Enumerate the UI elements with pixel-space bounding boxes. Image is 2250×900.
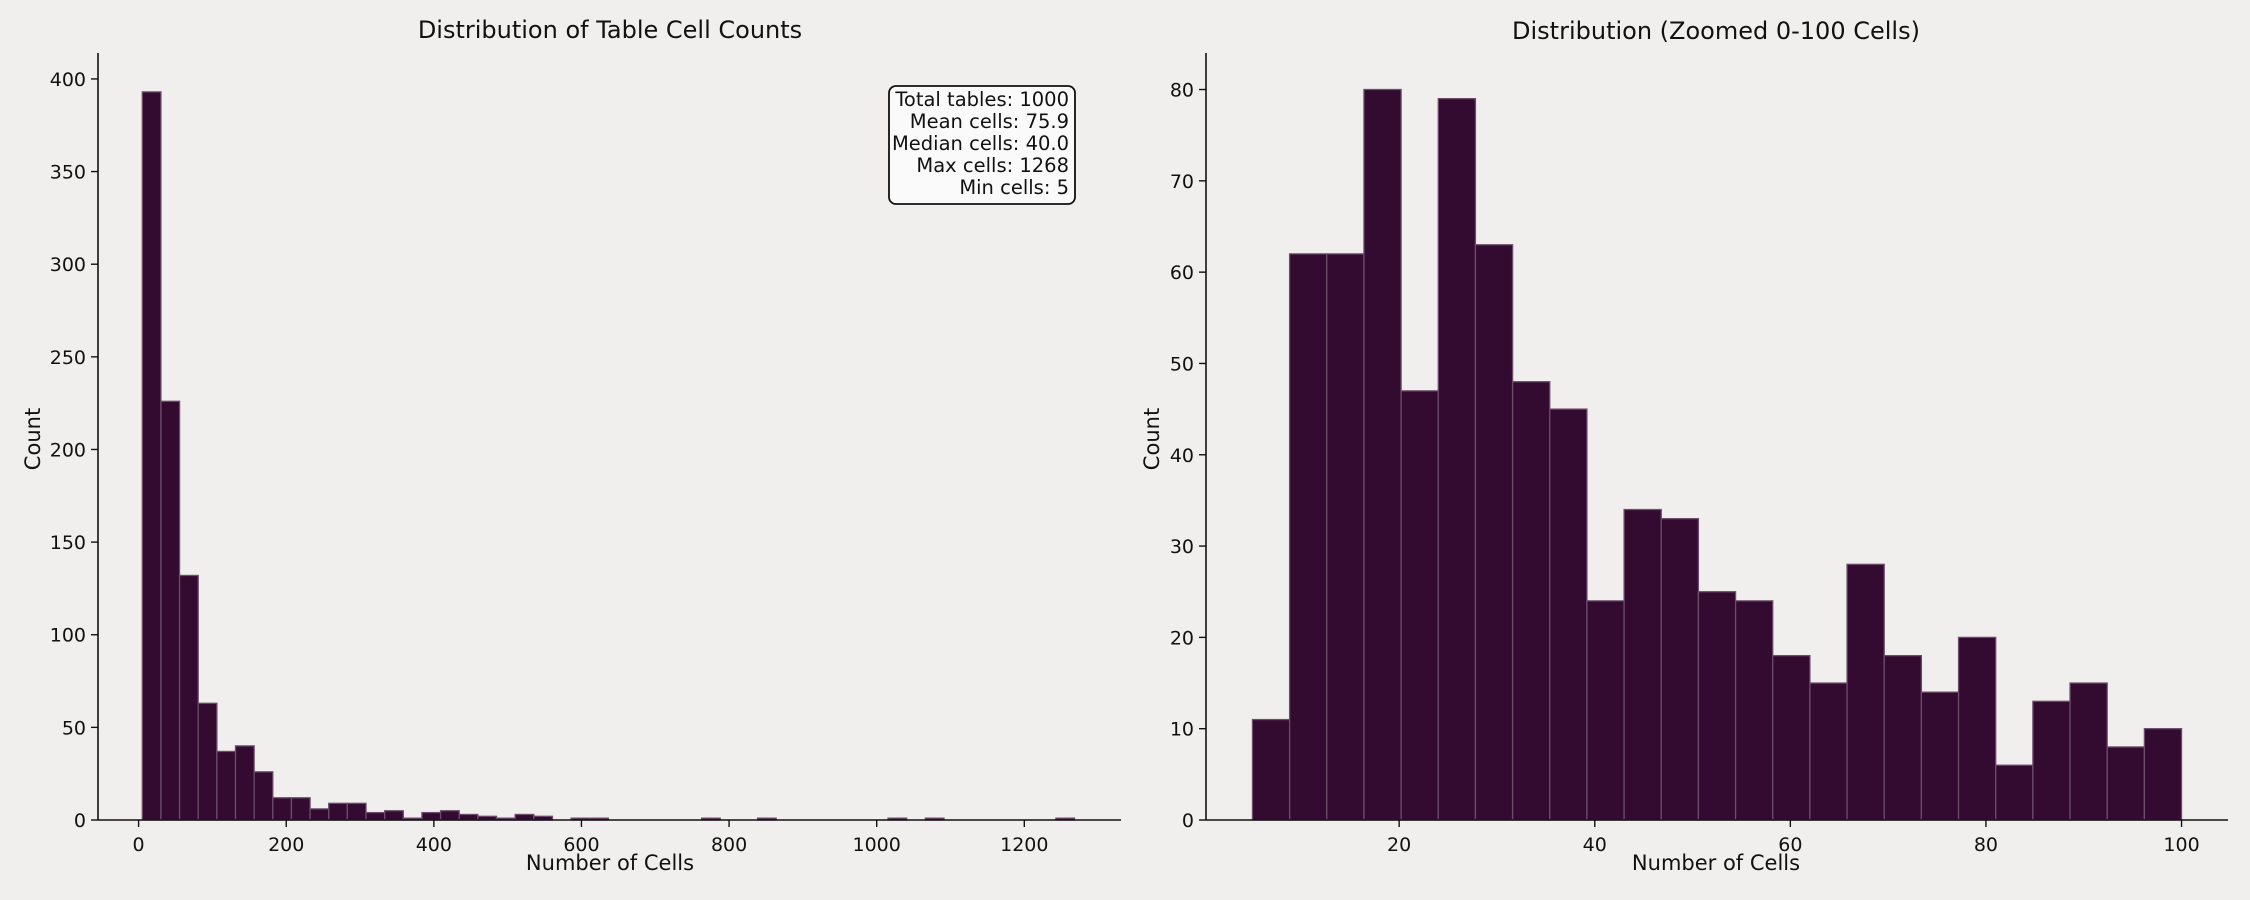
y-tick-label: 0	[1182, 810, 1194, 832]
stats-max-cells: Max cells: 1268	[916, 154, 1069, 177]
histogram-bar	[458, 813, 479, 821]
histogram-bar	[178, 574, 199, 821]
histogram-bar	[1549, 408, 1588, 821]
histogram-bar	[346, 802, 367, 821]
histogram-bar	[160, 400, 181, 821]
stats-median-cells: Median cells: 40.0	[892, 132, 1069, 155]
chart-zoomed-cell-counts: Distribution (Zoomed 0-100 Cells) Number…	[1140, 17, 2228, 875]
histogram-bar	[1623, 508, 1662, 821]
x-tick-label: 400	[416, 834, 452, 856]
bars	[141, 91, 1076, 821]
y-tick-label: 100	[50, 625, 86, 647]
chart-title: Distribution (Zoomed 0-100 Cells)	[1512, 17, 1920, 45]
histogram-bar	[197, 702, 218, 821]
y-tick-label: 250	[50, 347, 86, 369]
y-tick-label: 350	[50, 162, 86, 184]
y-tick-label: 300	[50, 254, 86, 276]
histogram-bar	[1511, 381, 1551, 821]
histogram-bar	[365, 811, 386, 821]
y-tick-label: 200	[50, 439, 86, 461]
y-tick-label: 400	[50, 69, 86, 91]
histogram-bar	[253, 771, 274, 821]
histogram-bar	[1586, 600, 1625, 821]
x-tick-label: 0	[133, 834, 145, 856]
stats-min-cells: Min cells: 5	[959, 176, 1069, 199]
histogram-bar	[1883, 654, 1923, 821]
histogram-bar	[1809, 682, 1848, 821]
histogram-bar	[1437, 98, 1477, 821]
chart-title: Distribution of Table Cell Counts	[418, 16, 802, 44]
histogram-bar	[272, 797, 293, 821]
histogram-bar	[2143, 728, 2183, 821]
histogram-bar	[1326, 253, 1365, 821]
x-tick-label: 1000	[853, 834, 901, 856]
histogram-bar	[216, 750, 237, 821]
chart-cell-counts: Distribution of Table Cell Counts Number…	[21, 16, 1121, 875]
y-tick-label: 40	[1170, 445, 1194, 467]
y-tick-label: 20	[1170, 627, 1194, 649]
stats-box-frame	[888, 85, 1076, 205]
histogram-bar	[1920, 691, 1960, 821]
histogram-bar	[2106, 746, 2146, 821]
histogram-bar	[2032, 700, 2071, 821]
y-tick-label: 70	[1170, 171, 1194, 193]
y-ticks: 0 50 100 150 200 250 300 350 400	[50, 69, 98, 832]
x-axis-label: Number of Cells	[526, 851, 694, 875]
y-axis-label: Count	[21, 408, 45, 470]
x-tick-label: 80	[1974, 834, 1998, 856]
x-tick-label: 60	[1778, 834, 1802, 856]
histogram-bar	[1400, 390, 1439, 821]
histogram-bar	[1734, 600, 1774, 821]
histogram-bar	[421, 811, 442, 821]
y-tick-label: 50	[1170, 353, 1194, 375]
histogram-bar	[439, 810, 460, 821]
x-axis-label: Number of Cells	[1632, 851, 1800, 875]
y-axis-label: Count	[1140, 408, 1164, 470]
histogram-bar	[328, 802, 349, 821]
histogram-bar	[1363, 88, 1402, 821]
x-tick-label: 600	[563, 834, 599, 856]
histogram-bar	[1846, 563, 1885, 821]
y-tick-label: 30	[1170, 536, 1194, 558]
histogram-bar	[2069, 682, 2108, 821]
stats-mean-cells: Mean cells: 75.9	[910, 110, 1069, 133]
histogram-bar	[1995, 764, 2034, 821]
y-tick-label: 10	[1170, 719, 1194, 741]
histogram-bar	[1772, 654, 1811, 821]
x-tick-label: 40	[1583, 834, 1607, 856]
x-tick-label: 800	[711, 834, 747, 856]
y-tick-label: 60	[1170, 262, 1194, 284]
histogram-bar	[384, 810, 404, 821]
stats-box: Total tables: 1000 Mean cells: 75.9 Medi…	[888, 85, 1076, 205]
histogram-bar	[1251, 718, 1291, 821]
histogram-bar	[514, 813, 535, 821]
y-tick-label: 50	[62, 717, 86, 739]
histogram-bar	[290, 797, 311, 821]
histogram-bar	[1697, 591, 1737, 821]
histogram-bar	[234, 745, 255, 821]
x-tick-label: 100	[2163, 834, 2199, 856]
x-ticks: 20 40 60 80 100	[1387, 820, 2200, 856]
x-tick-label: 200	[268, 834, 304, 856]
x-ticks: 0 200 400 600 800 1000 1200	[133, 820, 1048, 856]
y-tick-label: 80	[1170, 80, 1194, 102]
histogram-bar	[1660, 518, 1700, 821]
y-tick-label: 150	[50, 532, 86, 554]
x-tick-label: 1200	[1000, 834, 1048, 856]
histogram-bar	[1288, 253, 1328, 821]
histogram-bar	[1957, 636, 1997, 821]
histogram-bar	[1474, 244, 1514, 821]
histogram-bar	[309, 808, 330, 821]
stats-total-tables: Total tables: 1000	[894, 88, 1069, 111]
y-ticks: 0 10 20 30 40 50 60 70 80	[1170, 80, 1206, 832]
histogram-bar	[141, 91, 162, 821]
y-tick-label: 0	[74, 810, 86, 832]
x-tick-label: 20	[1387, 834, 1411, 856]
